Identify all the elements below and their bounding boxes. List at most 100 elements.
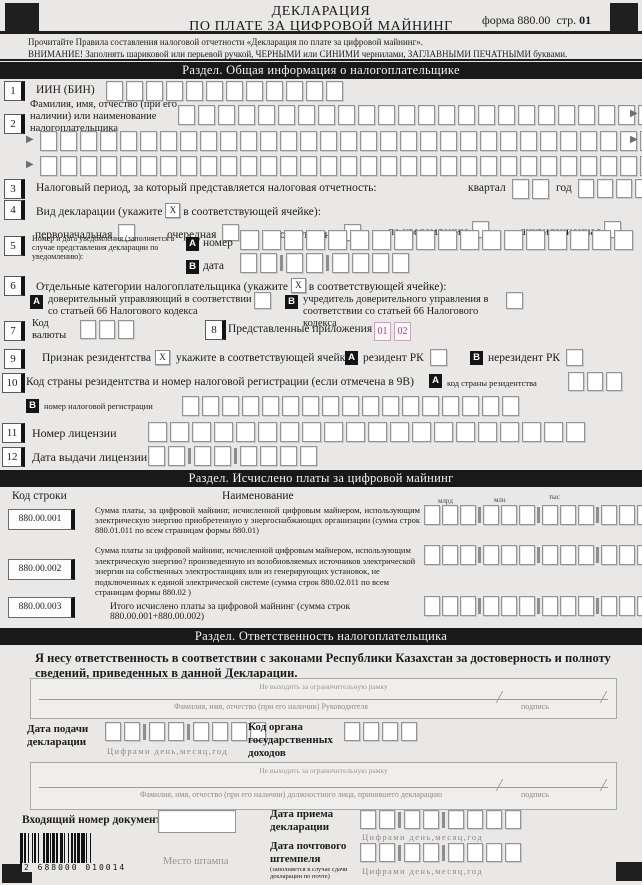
char-cell[interactable] <box>214 422 233 442</box>
char-cell[interactable] <box>505 843 521 862</box>
char-cell[interactable] <box>520 156 537 176</box>
char-cell[interactable] <box>246 81 263 101</box>
char-cell[interactable] <box>326 81 343 101</box>
char-cell[interactable] <box>200 156 217 176</box>
char-cell[interactable] <box>280 156 297 176</box>
char-cell[interactable] <box>168 446 185 466</box>
char-cell[interactable] <box>578 179 594 198</box>
char-cell[interactable] <box>363 722 379 741</box>
char-cell[interactable] <box>578 505 594 525</box>
char-cell[interactable] <box>598 105 615 125</box>
char-cell[interactable] <box>344 722 360 741</box>
char-cell[interactable] <box>558 105 575 125</box>
char-cell[interactable] <box>105 722 121 741</box>
trustee-checkbox[interactable] <box>254 292 271 309</box>
char-cell[interactable] <box>578 596 594 616</box>
char-cell[interactable] <box>540 156 557 176</box>
char-cell[interactable] <box>220 131 237 151</box>
char-cell[interactable] <box>360 156 377 176</box>
char-cell[interactable] <box>601 596 617 616</box>
char-cell[interactable] <box>404 843 420 862</box>
char-cell[interactable] <box>368 422 387 442</box>
char-cell[interactable] <box>379 810 395 829</box>
char-cell[interactable] <box>512 179 529 199</box>
char-cell[interactable] <box>382 396 399 416</box>
char-cell[interactable] <box>462 396 479 416</box>
char-cell[interactable] <box>178 105 195 125</box>
char-cell[interactable] <box>422 396 439 416</box>
char-cell[interactable] <box>390 422 409 442</box>
char-cell[interactable] <box>460 505 476 525</box>
char-cell[interactable] <box>124 722 140 741</box>
char-cell[interactable] <box>170 422 189 442</box>
char-cell[interactable] <box>240 446 257 466</box>
char-cell[interactable] <box>635 179 642 198</box>
char-cell[interactable] <box>619 505 635 525</box>
char-cell[interactable] <box>222 396 239 416</box>
char-cell[interactable] <box>424 545 440 565</box>
char-cell[interactable] <box>258 105 275 125</box>
char-cell[interactable] <box>306 230 325 250</box>
char-cell[interactable] <box>560 596 576 616</box>
char-cell[interactable] <box>438 105 455 125</box>
char-cell[interactable] <box>460 230 479 250</box>
char-cell[interactable] <box>342 396 359 416</box>
char-cell[interactable] <box>350 230 369 250</box>
char-cell[interactable] <box>420 156 437 176</box>
char-cell[interactable] <box>505 810 521 829</box>
char-cell[interactable] <box>380 131 397 151</box>
char-cell[interactable] <box>532 179 549 199</box>
char-cell[interactable] <box>200 131 217 151</box>
char-cell[interactable] <box>146 81 163 101</box>
char-cell[interactable] <box>587 372 603 391</box>
char-cell[interactable] <box>192 422 211 442</box>
char-cell[interactable] <box>544 422 563 442</box>
char-cell[interactable] <box>519 505 535 525</box>
char-cell[interactable] <box>501 545 517 565</box>
char-cell[interactable] <box>302 396 319 416</box>
resident-checkbox[interactable] <box>430 349 447 366</box>
first-checkbox[interactable] <box>118 224 136 241</box>
char-cell[interactable] <box>120 156 137 176</box>
char-cell[interactable] <box>480 131 497 151</box>
char-cell[interactable] <box>640 156 642 176</box>
nonresident-checkbox[interactable] <box>566 349 583 366</box>
char-cell[interactable] <box>168 722 184 741</box>
char-cell[interactable] <box>180 131 197 151</box>
char-cell[interactable] <box>482 396 499 416</box>
char-cell[interactable] <box>372 253 389 273</box>
char-cell[interactable] <box>423 810 439 829</box>
char-cell[interactable] <box>404 810 420 829</box>
char-cell[interactable] <box>614 230 633 250</box>
char-cell[interactable] <box>448 843 464 862</box>
char-cell[interactable] <box>180 156 197 176</box>
char-cell[interactable] <box>302 422 321 442</box>
char-cell[interactable] <box>522 422 541 442</box>
char-cell[interactable] <box>226 81 243 101</box>
char-cell[interactable] <box>483 596 499 616</box>
char-cell[interactable] <box>440 156 457 176</box>
char-cell[interactable] <box>580 131 597 151</box>
char-cell[interactable] <box>542 596 558 616</box>
char-cell[interactable] <box>300 446 317 466</box>
char-cell[interactable] <box>566 422 585 442</box>
char-cell[interactable] <box>456 422 475 442</box>
signature-line[interactable] <box>39 679 608 700</box>
char-cell[interactable] <box>40 156 57 176</box>
char-cell[interactable] <box>542 505 558 525</box>
char-cell[interactable] <box>202 396 219 416</box>
char-cell[interactable] <box>320 156 337 176</box>
trust-founder-checkbox[interactable] <box>506 292 523 309</box>
incoming-number-input[interactable] <box>158 810 236 833</box>
char-cell[interactable] <box>286 253 303 273</box>
char-cell[interactable] <box>619 545 635 565</box>
char-cell[interactable] <box>260 253 277 273</box>
char-cell[interactable] <box>600 131 617 151</box>
char-cell[interactable] <box>198 105 215 125</box>
char-cell[interactable] <box>306 81 323 101</box>
char-cell[interactable] <box>362 396 379 416</box>
char-cell[interactable] <box>412 422 431 442</box>
char-cell[interactable] <box>640 131 642 151</box>
char-cell[interactable] <box>618 105 635 125</box>
char-cell[interactable] <box>231 722 247 741</box>
